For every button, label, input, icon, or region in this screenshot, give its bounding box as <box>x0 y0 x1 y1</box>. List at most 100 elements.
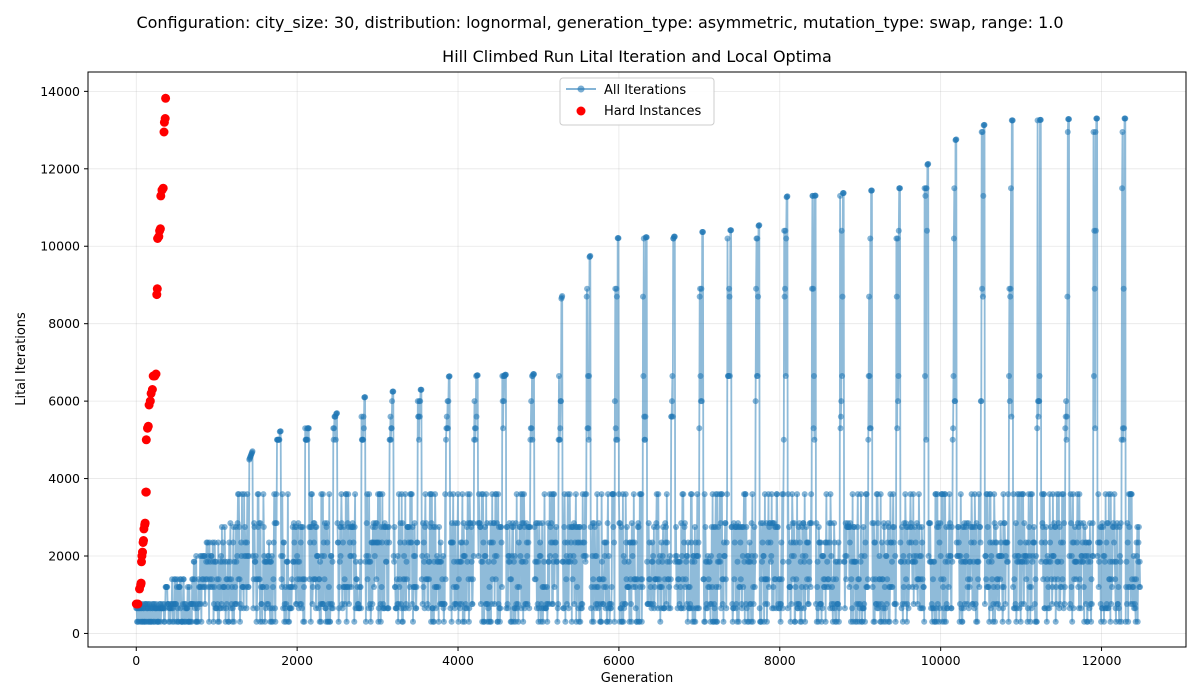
all-iterations-point <box>843 576 850 583</box>
all-iterations-point <box>740 584 747 590</box>
all-iterations-point <box>864 584 871 590</box>
hard-instance-point <box>139 536 148 545</box>
all-iterations-point <box>680 491 687 498</box>
all-iterations-point <box>822 618 829 625</box>
all-iterations-point <box>820 553 827 559</box>
all-iterations-point <box>373 520 380 527</box>
all-iterations-point <box>401 553 408 559</box>
all-iterations-point <box>1056 524 1063 530</box>
all-iterations-point <box>975 558 982 565</box>
all-iterations-point <box>1063 413 1070 420</box>
all-iterations-point <box>817 539 824 546</box>
all-iterations-point <box>801 558 808 565</box>
all-iterations-point <box>1010 584 1017 590</box>
all-iterations-point <box>849 491 856 498</box>
all-iterations-point <box>1012 520 1019 527</box>
all-iterations-point <box>541 491 548 498</box>
all-iterations-point <box>702 524 709 530</box>
all-iterations-point <box>621 558 628 565</box>
all-iterations-point <box>227 558 233 565</box>
all-iterations-point <box>552 539 559 546</box>
all-iterations-point <box>365 553 372 559</box>
y-tick-label: 0 <box>72 626 80 641</box>
all-iterations-point <box>810 425 817 432</box>
all-iterations-point <box>972 601 979 607</box>
all-iterations-point <box>323 520 330 527</box>
all-iterations-point <box>526 605 533 612</box>
all-iterations-point <box>325 584 332 590</box>
all-iterations-point <box>863 491 870 498</box>
all-iterations-point <box>402 491 409 498</box>
all-iterations-point <box>1074 539 1080 546</box>
all-iterations-point <box>651 584 658 590</box>
all-iterations-point <box>435 618 442 625</box>
all-iterations-point <box>1017 539 1024 546</box>
all-iterations-point <box>810 285 817 292</box>
all-iterations-point <box>406 605 412 612</box>
all-iterations-point <box>335 539 342 546</box>
all-iterations-point <box>815 524 822 530</box>
all-iterations-point <box>334 410 340 417</box>
all-iterations-point <box>340 524 347 530</box>
all-iterations-point <box>1133 553 1140 559</box>
all-iterations-point <box>743 605 750 612</box>
all-iterations-point <box>258 601 265 607</box>
x-tick-label: 10000 <box>921 653 961 668</box>
all-iterations-point <box>438 558 445 565</box>
all-iterations-point <box>984 524 991 530</box>
all-iterations-point <box>364 576 371 583</box>
all-iterations-point <box>554 618 561 625</box>
all-iterations-point <box>751 524 758 530</box>
all-iterations-point <box>432 605 439 612</box>
all-iterations-point <box>316 576 323 583</box>
all-iterations-point <box>608 601 615 607</box>
all-iterations-point <box>408 539 415 546</box>
all-iterations-point <box>399 520 406 527</box>
all-iterations-point <box>245 584 252 590</box>
all-iterations-point <box>502 371 509 378</box>
all-iterations-point <box>884 576 891 583</box>
y-tick-label: 6000 <box>48 394 80 409</box>
all-iterations-point <box>1061 584 1068 590</box>
all-iterations-point <box>1122 115 1129 122</box>
all-iterations-point <box>492 576 499 583</box>
all-iterations-point <box>1020 491 1027 498</box>
all-iterations-point <box>794 491 801 498</box>
all-iterations-point <box>486 584 493 590</box>
all-iterations-point <box>700 229 706 235</box>
all-iterations-point <box>1105 605 1112 612</box>
all-iterations-point <box>565 605 572 612</box>
all-iterations-point <box>268 558 274 565</box>
all-iterations-point <box>463 539 470 546</box>
all-iterations-point <box>1080 558 1086 565</box>
all-iterations-point <box>500 425 507 432</box>
all-iterations-point <box>357 558 364 565</box>
all-iterations-point <box>1033 553 1039 559</box>
all-iterations-point <box>881 524 888 530</box>
all-iterations-point <box>891 524 897 530</box>
all-iterations-point <box>230 539 237 546</box>
all-iterations-point <box>351 524 358 530</box>
all-iterations-point <box>580 524 587 530</box>
all-iterations-point <box>1132 605 1139 612</box>
all-iterations-point <box>1017 618 1024 625</box>
all-iterations-point <box>949 558 956 565</box>
all-iterations-point <box>732 605 739 612</box>
all-iterations-point <box>1107 618 1114 625</box>
all-iterations-point <box>595 520 602 527</box>
all-iterations-point <box>824 558 831 565</box>
all-iterations-point <box>967 576 973 583</box>
all-iterations-point <box>1015 553 1022 559</box>
all-iterations-point <box>1059 539 1066 546</box>
chart-suptitle: Configuration: city_size: 30, distributi… <box>136 13 1063 33</box>
all-iterations-point <box>963 553 970 559</box>
all-iterations-point <box>470 520 477 527</box>
all-iterations-point <box>639 576 646 583</box>
all-iterations-point <box>946 491 953 498</box>
all-iterations-point <box>360 436 367 443</box>
all-iterations-point <box>927 520 934 527</box>
all-iterations-point <box>1078 605 1084 612</box>
all-iterations-point <box>638 618 645 625</box>
all-iterations-point <box>1005 491 1012 498</box>
